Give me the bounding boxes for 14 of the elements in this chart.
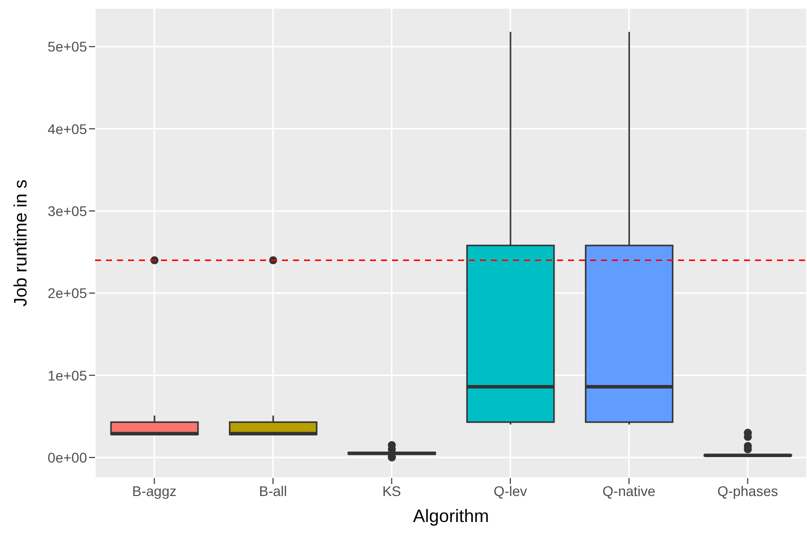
y-tick-label: 1e+05: [48, 367, 88, 384]
y-tick-label: 4e+05: [48, 120, 88, 137]
x-axis-title: Algorithm: [412, 506, 490, 526]
y-axis-title: Job runtime in s: [10, 179, 30, 307]
y-tick-label: 3e+05: [48, 202, 88, 219]
y-tick-label: 2e+05: [48, 285, 88, 302]
x-tick-label: B-all: [258, 482, 288, 499]
x-tick-label: KS: [382, 482, 402, 499]
y-tick-label: 0e+00: [48, 449, 88, 466]
x-tick-label: Q-native: [602, 482, 656, 499]
x-tick-label: B-aggz: [132, 482, 177, 499]
x-tick-label: Q-lev: [494, 482, 528, 499]
y-tick-label: 5e+05: [48, 38, 88, 55]
x-tick-label: Q-phases: [717, 482, 778, 499]
